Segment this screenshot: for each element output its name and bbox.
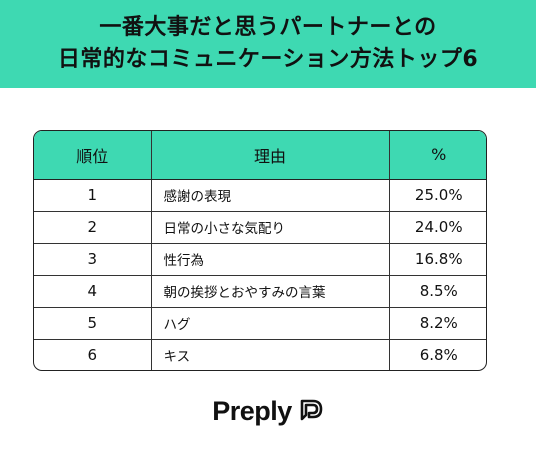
reason-cell: 性行為 [151,243,390,276]
reason-cell: 日常の小さな気配り [151,211,390,244]
table-header-row: 順位 理由 % [34,131,486,180]
percent-cell: 6.8% [419,346,458,365]
column-header-reason: 理由 [151,131,390,180]
brand-name: Preply [212,395,292,426]
table-row: 6 キス 6.8% [34,339,486,370]
percent-cell: 24.0% [389,211,486,244]
percent-cell: 16.8% [389,243,486,276]
preply-logo: Preply [0,393,536,429]
reason-cell: 感謝の表現 [151,179,390,212]
table-body: 1 感謝の表現 25.0% 2 日常の小さな気配り 24.0% 3 性行為 16.8% 4 朝の挨拶… [34,179,486,370]
rank-cell: 2 [34,211,152,244]
table-row: 5 ハグ 8.2% [34,307,486,340]
reason-cell: ハグ [151,307,390,340]
ranking-table-container: 順位 理由 % 1 感謝の表現 25.0% 2 日常の小さな気配り 24.0% 3 性行為 16… [33,130,487,371]
title-line-1: 一番大事だと思うパートナーとの [99,15,437,40]
preply-logo-icon [296,397,324,425]
rank-cell: 1 [34,179,152,212]
title-banner: 一番大事だと思うパートナーとの 日常的なコミュニケーション方法トップ6 [0,0,536,88]
table-row: 3 性行為 16.8% [34,243,486,276]
rank-cell: 6 [34,339,152,370]
column-header-percent: % [389,131,486,180]
percent-cell: 8.2% [389,307,486,340]
table-row: 2 日常の小さな気配り 24.0% [34,211,486,244]
ranking-table: 順位 理由 % 1 感謝の表現 25.0% 2 日常の小さな気配り 24.0% 3 性行為 16… [34,131,486,370]
percent-cell: 25.0% [389,179,486,212]
rank-cell: 3 [34,243,152,276]
column-header-rank: 順位 [34,131,152,180]
reason-cell: 朝の挨拶とおやすみの言葉 [151,275,390,308]
rank-cell: 5 [34,307,152,340]
rank-cell: 4 [34,275,152,308]
percent-cell: 8.5% [389,275,486,308]
reason-cell: キス [151,339,390,370]
table-row: 1 感謝の表現 25.0% [34,179,486,212]
title-line-2: 日常的なコミュニケーション方法トップ6 [57,47,479,72]
table-row: 4 朝の挨拶とおやすみの言葉 8.5% [34,275,486,308]
